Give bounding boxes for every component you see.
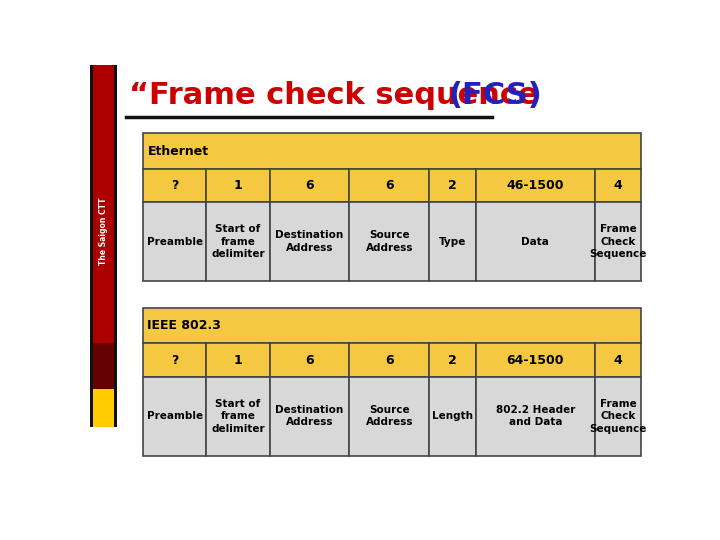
Bar bbox=[207, 202, 270, 281]
Bar bbox=[270, 377, 349, 456]
Bar bbox=[143, 343, 207, 377]
Bar bbox=[270, 343, 349, 377]
Text: Frame
Check
Sequence: Frame Check Sequence bbox=[589, 224, 647, 259]
Text: 1: 1 bbox=[233, 354, 243, 367]
Bar bbox=[143, 377, 207, 456]
Bar bbox=[207, 377, 270, 456]
Text: (FCS): (FCS) bbox=[449, 82, 542, 111]
Text: Frame
Check
Sequence: Frame Check Sequence bbox=[589, 399, 647, 434]
Bar bbox=[476, 202, 595, 281]
Bar bbox=[270, 202, 349, 281]
Text: ?: ? bbox=[171, 354, 179, 367]
Text: Start of
frame
delimiter: Start of frame delimiter bbox=[211, 224, 265, 259]
Bar bbox=[143, 168, 207, 202]
Text: ?: ? bbox=[171, 179, 179, 192]
Text: Start of
frame
delimiter: Start of frame delimiter bbox=[211, 399, 265, 434]
Text: 2: 2 bbox=[449, 354, 457, 367]
Bar bbox=[207, 343, 270, 377]
Bar bbox=[349, 168, 429, 202]
Bar bbox=[595, 343, 642, 377]
Text: Length: Length bbox=[432, 411, 473, 421]
Text: The Saigon CTT: The Saigon CTT bbox=[99, 197, 108, 265]
Bar bbox=[143, 308, 642, 343]
Text: 2: 2 bbox=[449, 179, 457, 192]
Text: 6: 6 bbox=[385, 179, 394, 192]
Text: Ethernet: Ethernet bbox=[148, 145, 209, 158]
Text: 1: 1 bbox=[233, 179, 243, 192]
Bar bbox=[93, 65, 114, 343]
Text: Preamble: Preamble bbox=[147, 237, 203, 247]
Bar bbox=[93, 389, 114, 427]
Bar bbox=[595, 377, 642, 456]
Text: 6: 6 bbox=[305, 179, 314, 192]
Text: IEEE 802.3: IEEE 802.3 bbox=[148, 319, 221, 332]
Bar bbox=[143, 133, 642, 168]
Bar bbox=[207, 168, 270, 202]
Text: Destination
Address: Destination Address bbox=[276, 405, 343, 427]
Text: Data: Data bbox=[521, 237, 549, 247]
Bar bbox=[429, 377, 476, 456]
Bar bbox=[429, 168, 476, 202]
Bar bbox=[349, 377, 429, 456]
Bar bbox=[476, 343, 595, 377]
Text: 6: 6 bbox=[385, 354, 394, 367]
Text: Type: Type bbox=[439, 237, 467, 247]
Bar bbox=[476, 168, 595, 202]
Bar bbox=[595, 168, 642, 202]
Text: 4: 4 bbox=[613, 179, 622, 192]
Bar bbox=[270, 168, 349, 202]
Text: 46-1500: 46-1500 bbox=[507, 179, 564, 192]
Text: 802.2 Header
and Data: 802.2 Header and Data bbox=[495, 405, 575, 427]
Text: Source
Address: Source Address bbox=[366, 405, 413, 427]
Bar bbox=[93, 343, 114, 389]
Text: 64-1500: 64-1500 bbox=[507, 354, 564, 367]
Bar bbox=[349, 343, 429, 377]
Bar bbox=[429, 202, 476, 281]
Text: 6: 6 bbox=[305, 354, 314, 367]
Text: Preamble: Preamble bbox=[147, 411, 203, 421]
Text: Source
Address: Source Address bbox=[366, 231, 413, 253]
Bar bbox=[595, 202, 642, 281]
Text: 4: 4 bbox=[613, 354, 622, 367]
Bar bbox=[143, 202, 207, 281]
Bar bbox=[90, 65, 117, 427]
Text: “Frame check sequence: “Frame check sequence bbox=[129, 82, 549, 111]
Text: Destination
Address: Destination Address bbox=[276, 231, 343, 253]
Bar bbox=[349, 202, 429, 281]
Bar bbox=[476, 377, 595, 456]
Bar bbox=[429, 343, 476, 377]
